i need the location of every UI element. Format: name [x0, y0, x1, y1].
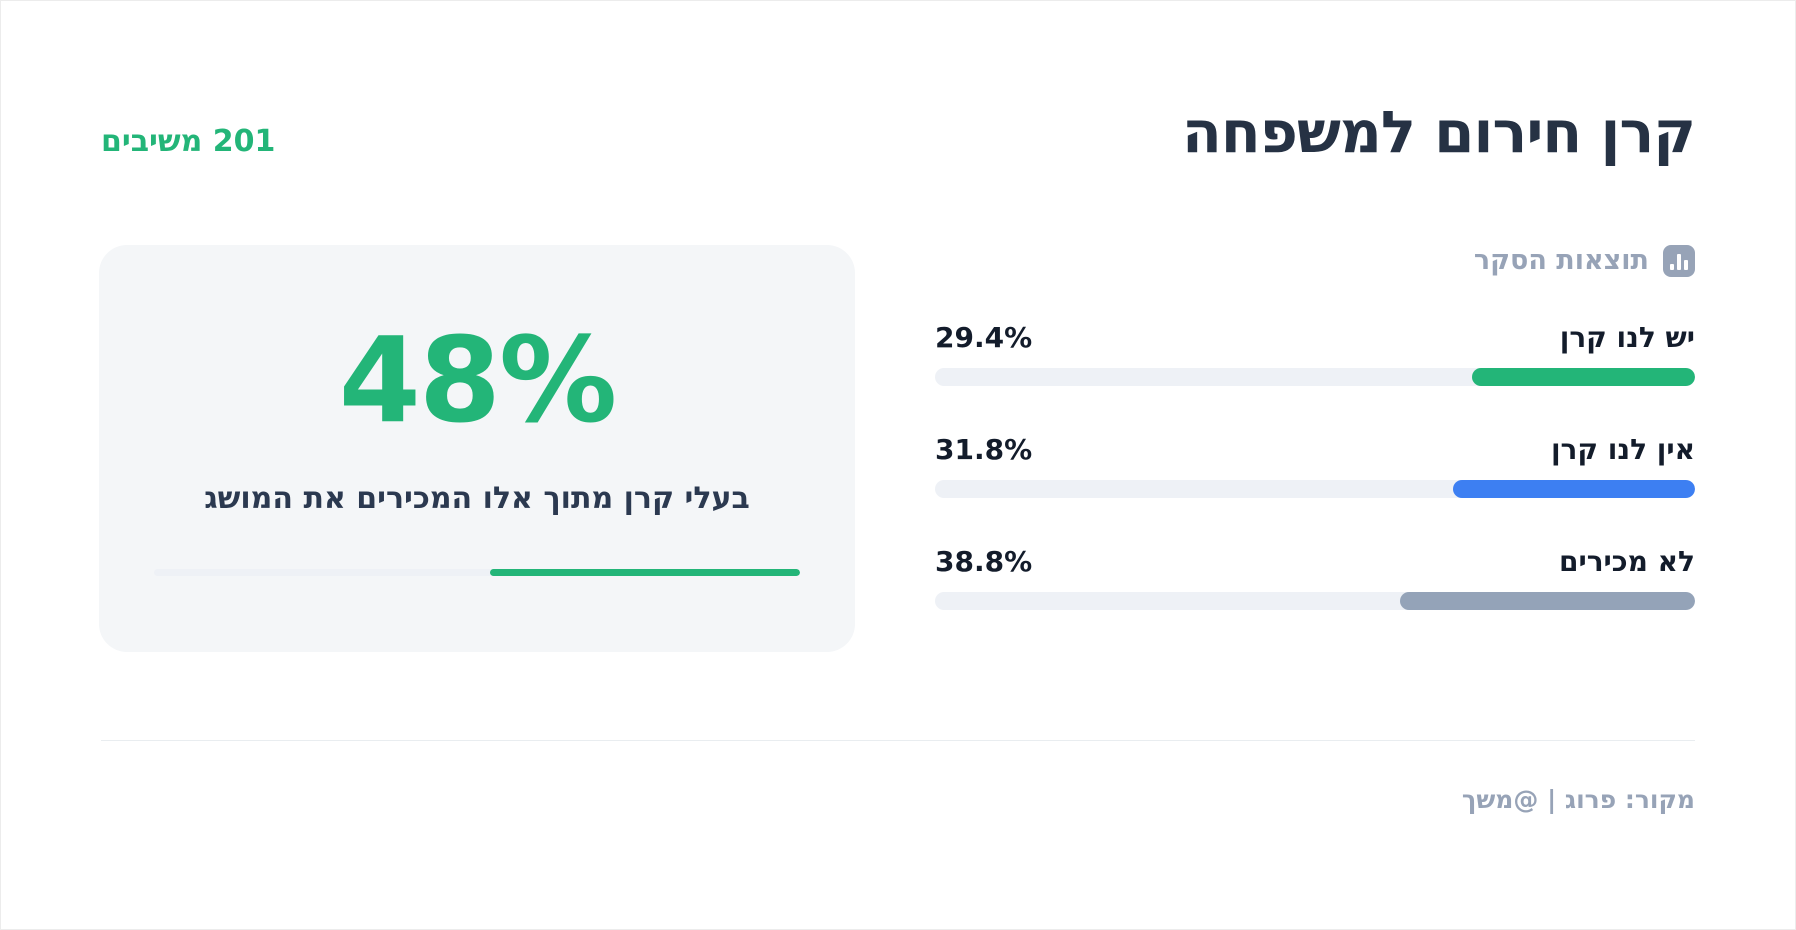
bar-percentage: 29.4% [935, 320, 1033, 354]
survey-results-column: תוצאות הסקר יש לנו קרן 29.4% אין לנו קרן… [935, 244, 1695, 657]
bar-fill [1471, 367, 1695, 386]
source-credit: מקור: פרוג | @משך [1461, 784, 1695, 814]
respondents-count: 201 משיבים [101, 123, 276, 159]
highlight-progress-fill [489, 568, 800, 576]
survey-results-label: תוצאות הסקר [1473, 245, 1649, 277]
header: קרן חירום למשפחה 201 משיבים [101, 1, 1696, 166]
bar-row-labels: יש לנו קרן 29.4% [935, 321, 1695, 354]
bar-track [935, 591, 1695, 610]
bar-row-has-fund: יש לנו קרן 29.4% [935, 321, 1695, 386]
bar-row-no-fund: אין לנו קרן 31.8% [935, 433, 1695, 498]
bar-label: לא מכירים [1558, 544, 1695, 578]
bar-row-not-familiar: לא מכירים 38.8% [935, 545, 1695, 610]
highlight-progress-track [154, 568, 800, 576]
bar-fill [1400, 591, 1695, 610]
bar-row-labels: לא מכירים 38.8% [935, 545, 1695, 578]
footer-divider [101, 739, 1695, 741]
highlight-caption: בעלי קרן מתוך אלו המכירים את המושג [204, 480, 750, 516]
bar-track [935, 367, 1695, 386]
highlight-percentage: 48% [338, 310, 617, 449]
bar-fill [1453, 479, 1695, 498]
bar-chart-icon [1663, 244, 1695, 277]
bar-track [935, 479, 1695, 498]
bar-label: יש לנו קרן [1559, 320, 1695, 354]
page-title: קרן חירום למשפחה [1182, 98, 1696, 166]
bar-percentage: 31.8% [935, 432, 1033, 466]
bar-row-labels: אין לנו קרן 31.8% [935, 433, 1695, 466]
main-section: תוצאות הסקר יש לנו קרן 29.4% אין לנו קרן… [99, 244, 1695, 657]
bar-label: אין לנו קרן [1550, 432, 1695, 466]
bar-percentage: 38.8% [935, 544, 1033, 578]
highlight-card: 48% בעלי קרן מתוך אלו המכירים את המושג [99, 244, 855, 652]
survey-results-header: תוצאות הסקר [935, 244, 1695, 277]
